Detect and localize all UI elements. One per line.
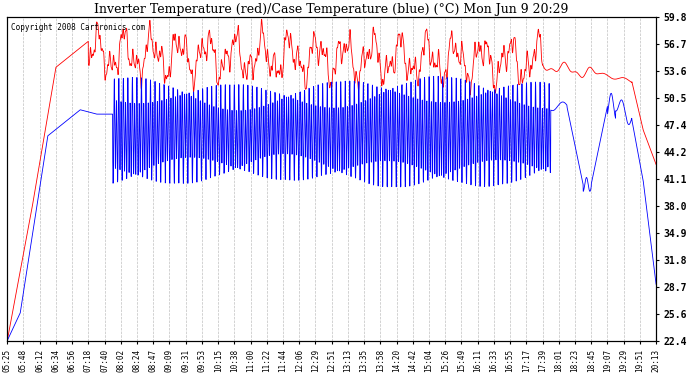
- Title: Inverter Temperature (red)/Case Temperature (blue) (°C) Mon Jun 9 20:29: Inverter Temperature (red)/Case Temperat…: [95, 3, 569, 16]
- Text: Copyright 2008 Cartronics.com: Copyright 2008 Cartronics.com: [10, 23, 145, 32]
